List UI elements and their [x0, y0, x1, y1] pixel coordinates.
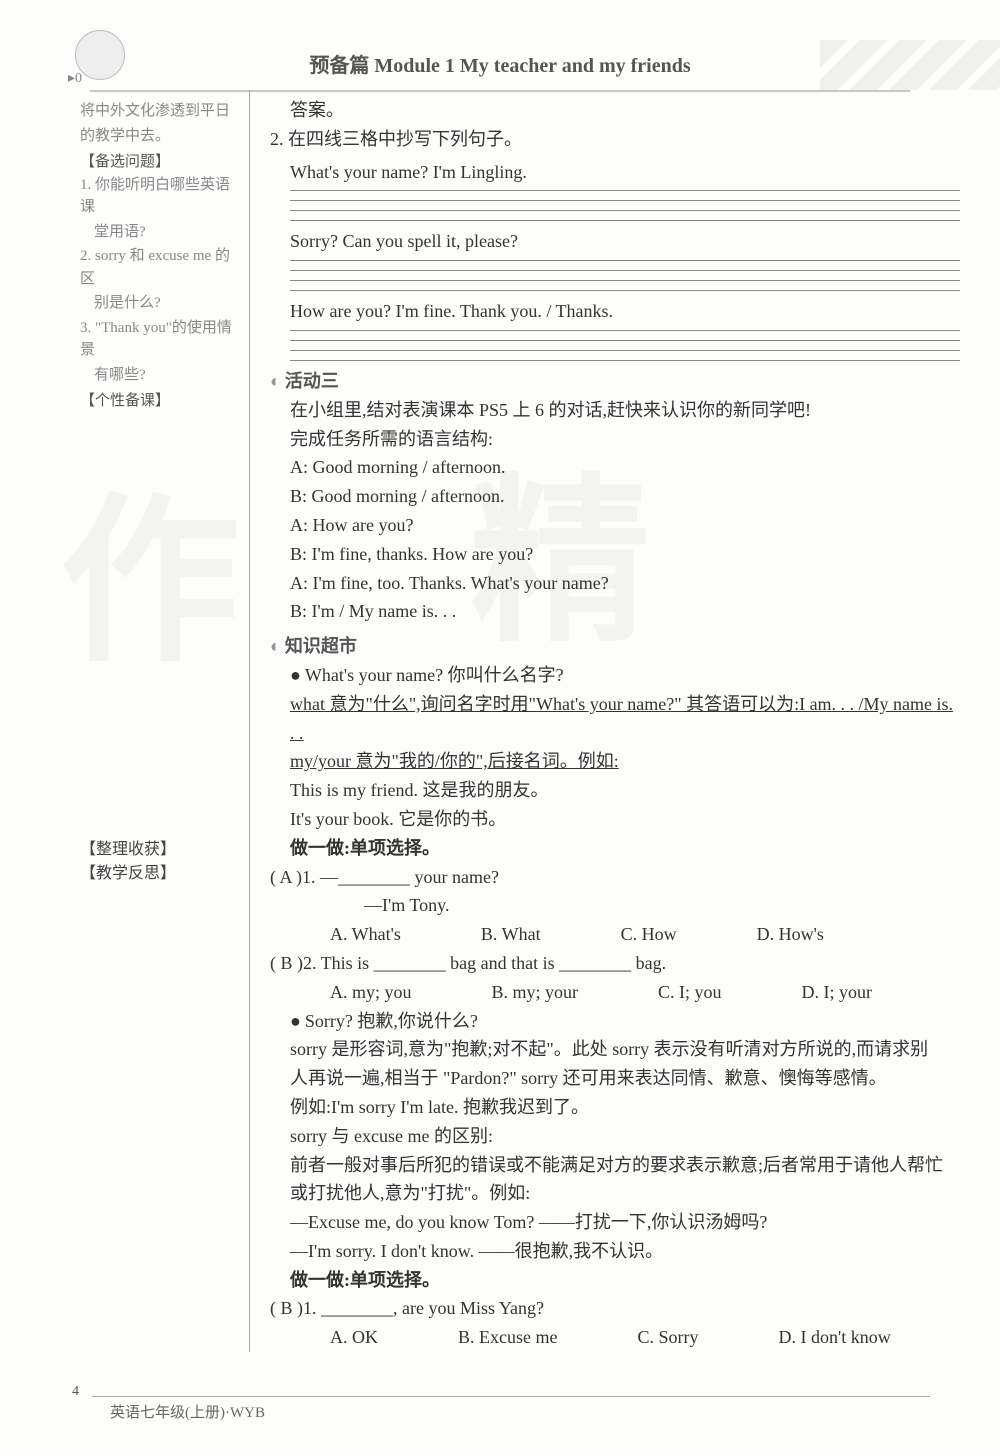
q3-options: A. OK B. Excuse me C. Sorry D. I don't k…: [270, 1323, 960, 1352]
sidebar-heading-prep: 【备选问题】: [80, 151, 239, 174]
q3-stem: ( B )1. ________, are you Miss Yang?: [270, 1294, 960, 1323]
footer-text: 英语七年级(上册)·WYB: [70, 1405, 265, 1421]
page-footer: 4 英语七年级(上册)·WYB: [70, 1396, 930, 1425]
writing-rule-a: [290, 190, 960, 221]
sidebar-q1a: 1. 你能听明白哪些英语课: [80, 174, 239, 219]
act3-line1: 在小组里,结对表演课本 PS5 上 6 的对话,赶快来认识你的新同学吧!: [270, 396, 960, 425]
copy-line-a: What's your name? I'm Lingling.: [270, 158, 960, 187]
q3-opt-b: B. Excuse me: [458, 1323, 557, 1352]
header-arrow-icon: ▸0: [68, 68, 82, 90]
sm-p8: 或打扰他人,意为"打扰"。例如:: [270, 1179, 960, 1208]
sm-p2: my/your 意为"我的/你的",后接名词。例如:: [270, 747, 960, 776]
sm-p5: 例如:I'm sorry I'm late. 抱歉我迟到了。: [270, 1093, 960, 1122]
sm-p6: sorry 与 excuse me 的区别:: [270, 1122, 960, 1151]
sidebar: 将中外文化渗透到平日 的教学中去。 【备选问题】 1. 你能听明白哪些英语课 堂…: [80, 90, 250, 1352]
knowledge-supermarket-heading: 知识超市: [270, 632, 960, 661]
sidebar-q2b: 别是什么?: [80, 292, 239, 315]
sidebar-q3b: 有哪些?: [80, 364, 239, 387]
sm-ex1: This is my friend. 这是我的朋友。: [270, 776, 960, 805]
do-2-title: 做一做:单项选择。: [270, 1266, 960, 1295]
page-number: 4: [62, 1381, 92, 1403]
sidebar-q2a: 2. sorry 和 excuse me 的区: [80, 245, 239, 290]
sidebar-reflect: 【教学反思】: [80, 862, 239, 886]
q1-opt-a: A. What's: [330, 920, 401, 949]
sm-p7: 前者一般对事后所犯的错误或不能满足对方的要求表示歉意;后者常用于请他人帮忙: [270, 1151, 960, 1180]
q2-opt-c: C. I; you: [658, 978, 722, 1007]
dialogue-a1: A: Good morning / afternoon.: [270, 453, 960, 482]
q1-line2: —I'm Tony.: [270, 891, 960, 920]
q2-opt-d: D. I; your: [802, 978, 873, 1007]
sm-ex3: —Excuse me, do you know Tom? ——打扰一下,你认识汤…: [270, 1208, 960, 1237]
page-number-wrap: 4: [62, 1381, 92, 1407]
q1-opt-b: B. What: [481, 920, 541, 949]
q1-options: A. What's B. What C. How D. How's: [270, 920, 960, 949]
q3-opt-d: D. I don't know: [779, 1323, 891, 1352]
dialogue-b3: B: I'm / My name is. . .: [270, 597, 960, 626]
sm-p4: 人再说一遍,相当于 "Pardon?" sorry 还可用来表达同情、歉意、懊悔…: [270, 1064, 960, 1093]
exercise-2-title: 2. 在四线三格中抄写下列句子。: [270, 125, 960, 154]
sidebar-text: 的教学中去。: [80, 125, 239, 148]
answer-label: 答案。: [270, 96, 960, 125]
q3-opt-c: C. Sorry: [637, 1323, 698, 1352]
sidebar-harvest: 【整理收获】: [80, 838, 239, 862]
copy-line-b: Sorry? Can you spell it, please?: [270, 227, 960, 256]
q2-options: A. my; you B. my; your C. I; you D. I; y…: [270, 978, 960, 1007]
sidebar-bottom: 【整理收获】 【教学反思】: [80, 838, 239, 886]
sidebar-text: 将中外文化渗透到平日: [80, 100, 239, 123]
activity-3-heading: 活动三: [270, 367, 960, 396]
dialogue-b2: B: I'm fine, thanks. How are you?: [270, 540, 960, 569]
page-body: 将中外文化渗透到平日 的教学中去。 【备选问题】 1. 你能听明白哪些英语课 堂…: [0, 90, 1000, 1352]
sm-ex4: —I'm sorry. I don't know. ——很抱歉,我不认识。: [270, 1237, 960, 1266]
q2-stem: ( B )2. This is ________ bag and that is…: [270, 949, 960, 978]
sm-p1-text: what 意为"什么",询问名字时用"What's your name?" 其答…: [290, 694, 953, 743]
do-1-title: 做一做:单项选择。: [270, 834, 960, 863]
q1-stem: ( A )1. —________ your name?: [270, 863, 960, 892]
writing-rule-c: [290, 330, 960, 361]
module-title: 预备篇 Module 1 My teacher and my friends: [90, 50, 910, 92]
sidebar-heading-notes: 【个性备课】: [80, 390, 239, 413]
sm-heading-1: What's your name? 你叫什么名字?: [270, 661, 960, 690]
q3-opt-a: A. OK: [330, 1323, 378, 1352]
writing-rule-b: [290, 260, 960, 291]
page-header: ▸0 预备篇 Module 1 My teacher and my friend…: [0, 0, 1000, 90]
sidebar-q3a: 3. "Thank you"的使用情景: [80, 317, 239, 362]
copy-line-c: How are you? I'm fine. Thank you. / Than…: [270, 297, 960, 326]
header-logo-icon: [75, 30, 125, 80]
act3-line2: 完成任务所需的语言结构:: [270, 425, 960, 454]
sidebar-q1b: 堂用语?: [80, 221, 239, 244]
dialogue-b1: B: Good morning / afternoon.: [270, 482, 960, 511]
sm-p1: what 意为"什么",询问名字时用"What's your name?" 其答…: [270, 690, 960, 748]
q1-opt-c: C. How: [621, 920, 677, 949]
sm-p2-text: my/your 意为"我的/你的",后接名词。例如:: [290, 751, 619, 771]
main-content: 答案。 2. 在四线三格中抄写下列句子。 What's your name? I…: [250, 90, 960, 1352]
sm-heading-2: Sorry? 抱歉,你说什么?: [270, 1007, 960, 1036]
q1-opt-d: D. How's: [757, 920, 824, 949]
header-stripes: [820, 40, 1000, 90]
q2-opt-a: A. my; you: [330, 978, 412, 1007]
sm-ex2: It's your book. 它是你的书。: [270, 805, 960, 834]
q2-opt-b: B. my; your: [492, 978, 579, 1007]
dialogue-a3: A: I'm fine, too. Thanks. What's your na…: [270, 569, 960, 598]
dialogue-a2: A: How are you?: [270, 511, 960, 540]
sm-p3: sorry 是形容词,意为"抱歉;对不起"。此处 sorry 表示没有听清对方所…: [270, 1035, 960, 1064]
